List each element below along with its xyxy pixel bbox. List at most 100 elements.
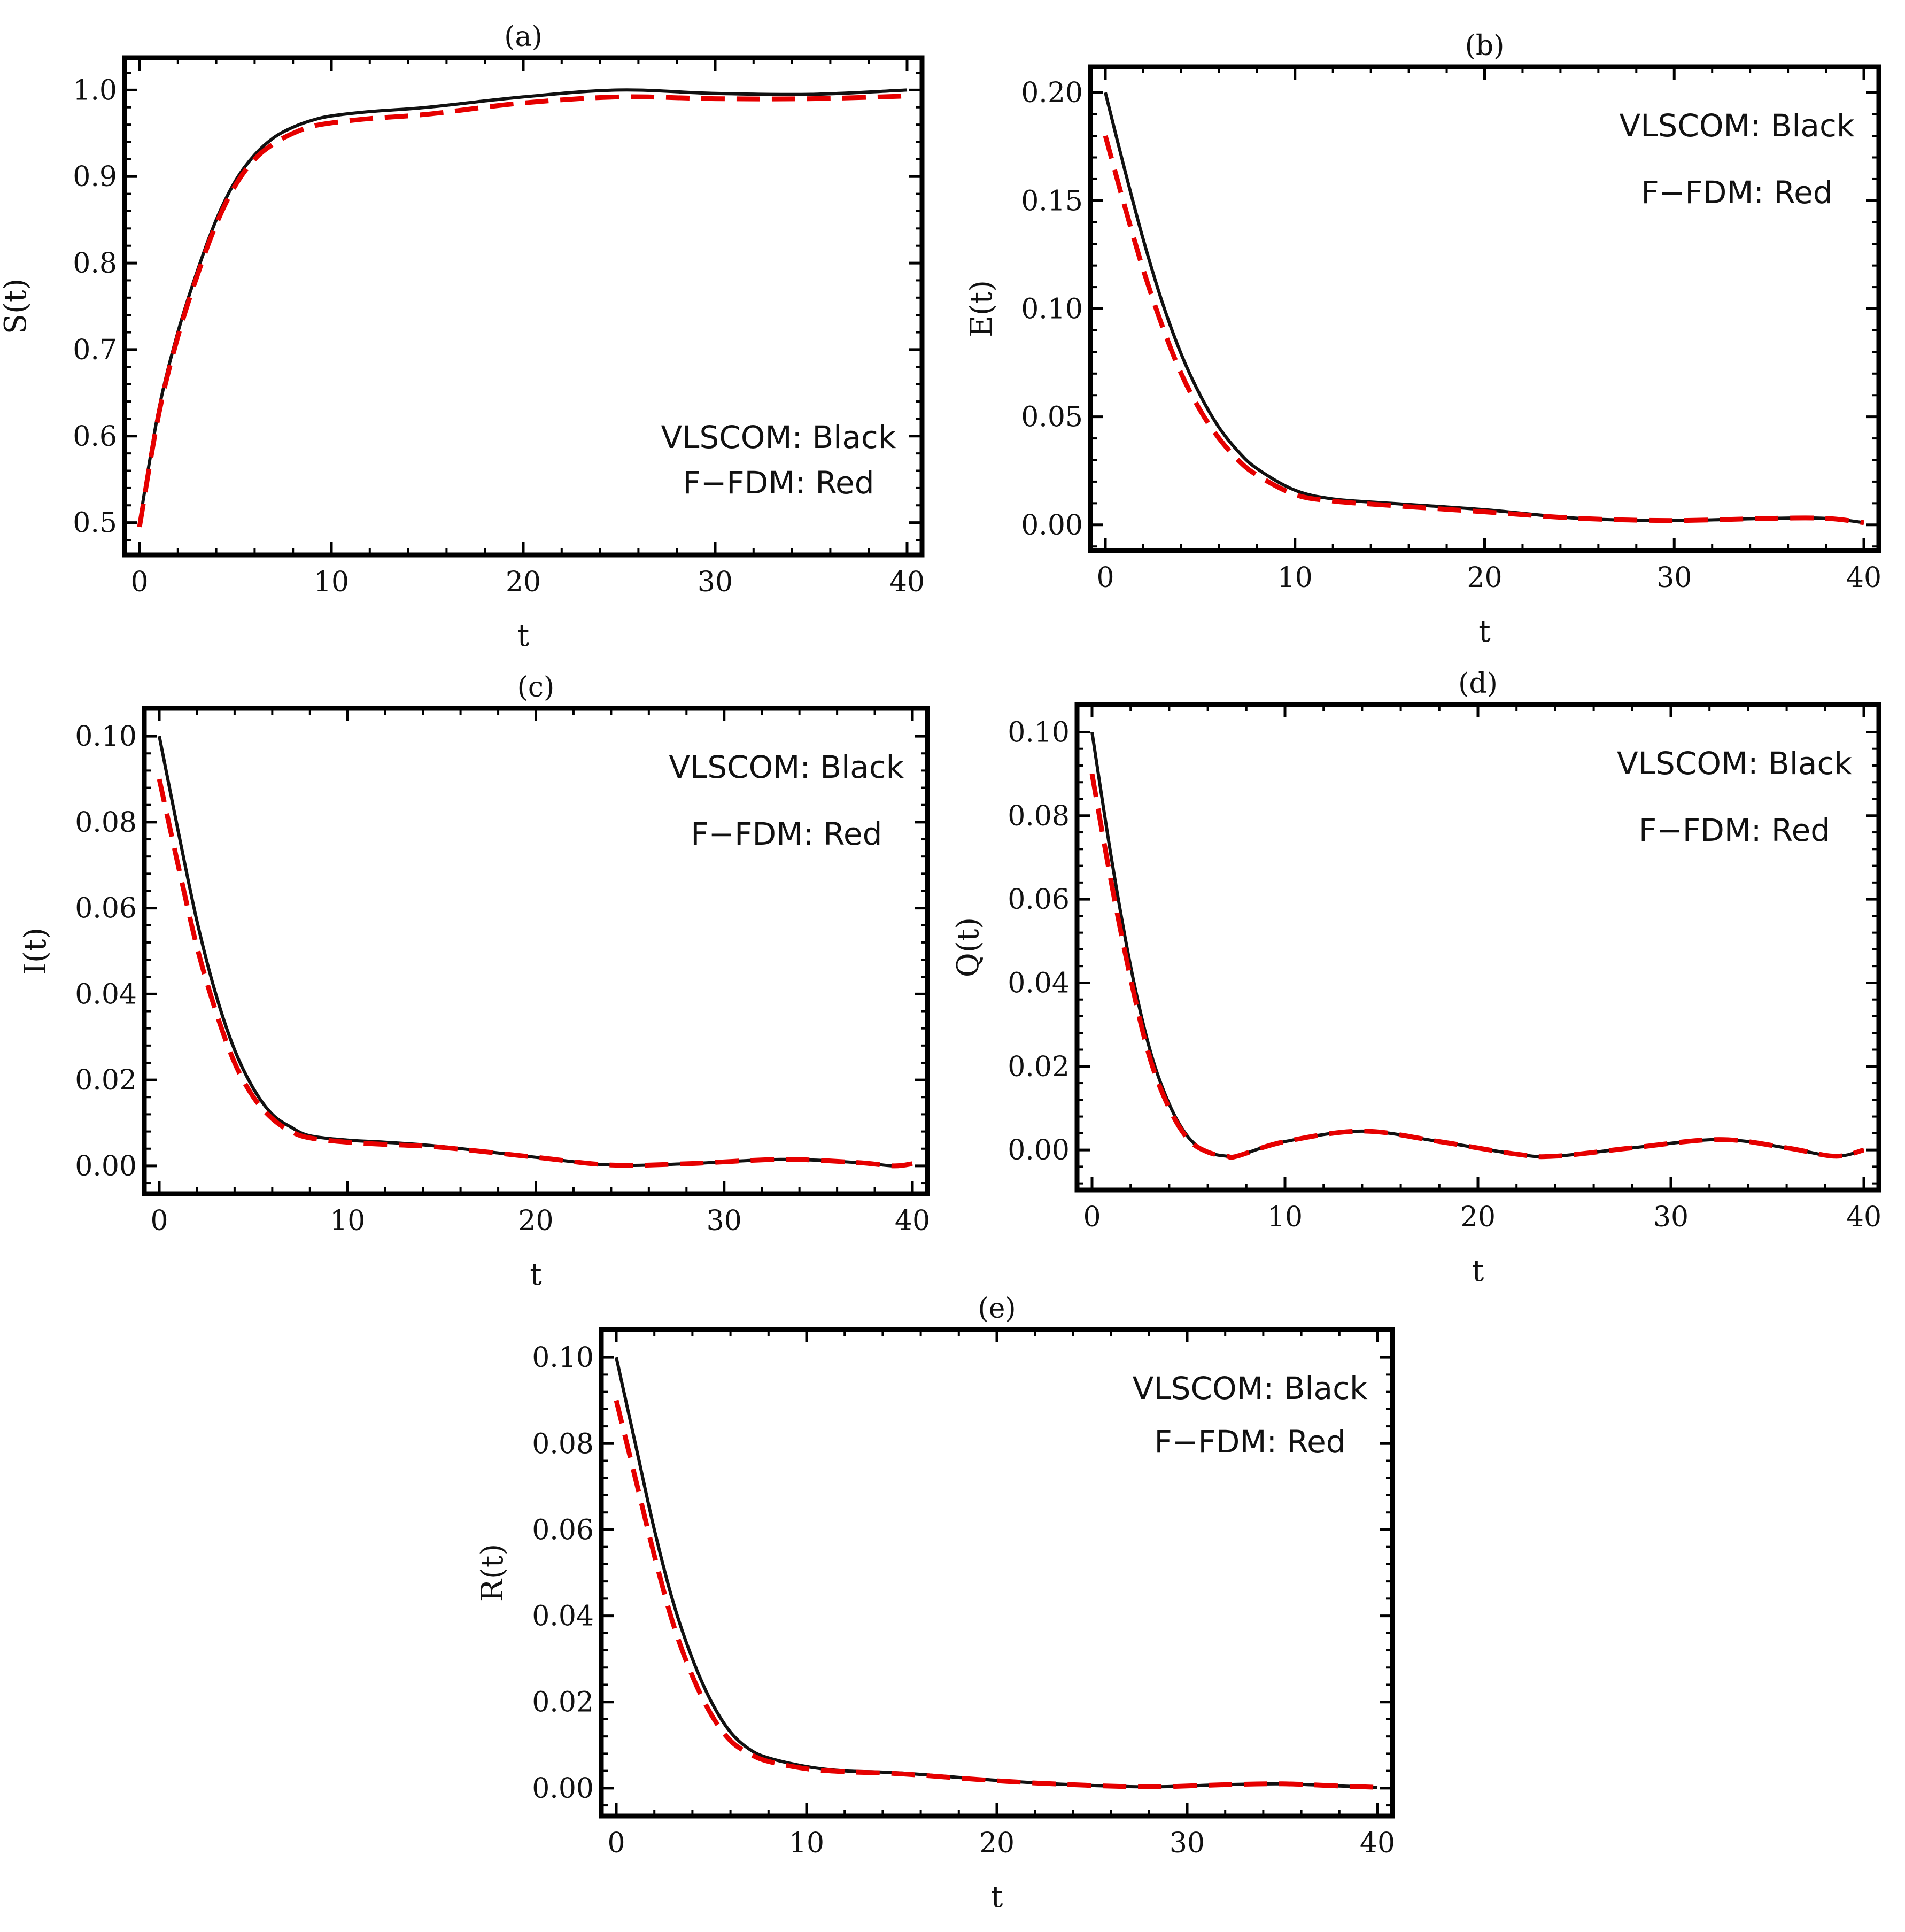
y-tick-label: 0.00 (532, 1773, 594, 1805)
y-tick-label: 0.06 (75, 893, 137, 925)
y-tick-label: 1.0 (73, 74, 117, 106)
x-tick-label: 10 (330, 1205, 365, 1237)
legend-entry-black: VLSCOM: Black (1617, 745, 1852, 782)
x-tick-label: 0 (130, 566, 148, 598)
series-line-f-fdm (614, 1400, 1378, 1790)
x-tick-label: 30 (698, 566, 733, 598)
series-line-vlscom (1104, 92, 1864, 524)
x-tick-label: 20 (979, 1827, 1015, 1859)
panel-title: (b) (1465, 30, 1505, 62)
legend-entry-black: VLSCOM: Black (1620, 107, 1855, 144)
y-tick-label: 0.06 (532, 1514, 594, 1546)
y-tick-label: 0.04 (532, 1601, 594, 1633)
legend-entry-red: F−FDM: Red (1641, 174, 1832, 211)
panel-e: (e) 0 10 20 30 40 0.00 0.02 0.04 0.06 0.08 0.10 t R(t… (475, 1293, 1395, 1914)
x-axis-label: t (1472, 1254, 1484, 1288)
x-axis-label: t (1478, 614, 1491, 649)
x-tick-label: 40 (889, 566, 925, 598)
x-tick-label: 10 (314, 566, 349, 598)
x-tick-label: 20 (506, 566, 541, 598)
y-tick-label: 0.02 (75, 1064, 137, 1096)
legend-entry-black: VLSCOM: Black (661, 419, 896, 455)
series-line-f-fdm (1089, 773, 1865, 1160)
y-tick-label: 0.15 (1021, 185, 1083, 217)
legend-entry-red: F−FDM: Red (1154, 1424, 1345, 1460)
x-tick-label: 20 (1467, 562, 1502, 594)
legend-entry-red: F−FDM: Red (1639, 812, 1830, 848)
series-line-f-fdm (137, 94, 908, 528)
y-tick-label: 0.8 (73, 248, 117, 280)
series-group (614, 1357, 1378, 1790)
panel-title: (d) (1458, 668, 1498, 700)
x-tick-label: 40 (1846, 1201, 1881, 1233)
series-line-vlscom (1090, 731, 1864, 1160)
x-tick-label: 30 (1656, 562, 1692, 594)
panel-d: (d) 0 10 20 30 40 0.00 0.02 0.04 0.06 0.08 0.10 t Q(t… (951, 668, 1881, 1288)
x-tick-label: 30 (1170, 1827, 1205, 1859)
y-axis-label: Q(t) (951, 917, 986, 977)
y-tick-label: 0.02 (1008, 1051, 1070, 1083)
x-axis-label: t (530, 1257, 542, 1292)
panel-title: (c) (517, 671, 555, 704)
y-tick-label: 0.00 (1008, 1134, 1070, 1166)
y-tick-label: 0.08 (532, 1428, 594, 1460)
x-tick-label: 30 (1653, 1201, 1689, 1233)
y-axis-label: R(t) (475, 1544, 510, 1602)
y-axis-label: S(t) (0, 279, 33, 335)
y-tick-label: 0.04 (1008, 967, 1070, 999)
series-line-vlscom (158, 736, 913, 1168)
y-tick-label: 0.06 (1008, 884, 1070, 916)
y-tick-label: 0.6 (73, 421, 117, 453)
y-tick-label: 0.00 (75, 1150, 137, 1183)
y-tick-label: 0.05 (1021, 401, 1083, 434)
x-tick-label: 0 (1096, 562, 1114, 594)
series-group (1103, 92, 1864, 525)
panel-b: (b) 0 10 20 30 40 0.00 0.05 0.10 0.15 0.20 t E(t) VLS… (964, 30, 1881, 649)
y-tick-label: 0.5 (73, 507, 117, 539)
panel-title: (a) (504, 21, 543, 53)
x-tick-label: 10 (1267, 1201, 1303, 1233)
legend-entry-red: F−FDM: Red (683, 465, 874, 501)
series-line-f-fdm (1103, 135, 1864, 525)
x-tick-label: 0 (150, 1205, 168, 1237)
x-tick-label: 40 (1846, 562, 1881, 594)
series-group (157, 736, 913, 1169)
y-tick-label: 0.08 (1008, 800, 1070, 832)
x-axis-label: t (991, 1880, 1003, 1914)
x-tick-label: 20 (1460, 1201, 1496, 1233)
series-line-vlscom (138, 88, 908, 523)
y-tick-label: 0.10 (1021, 293, 1083, 326)
y-tick-label: 0.00 (1021, 509, 1083, 542)
panel-title: (e) (978, 1293, 1016, 1325)
series-line-vlscom (615, 1357, 1378, 1789)
y-tick-label: 0.10 (1008, 716, 1070, 748)
panel-a: (a) 0 10 20 30 40 0.5 0.6 0.7 0.8 0.9 1.0 t S(t) VLSCO… (0, 21, 925, 653)
legend-entry-red: F−FDM: Red (691, 816, 882, 852)
y-tick-label: 0.9 (73, 161, 117, 193)
x-tick-label: 10 (789, 1827, 824, 1859)
x-tick-label: 0 (607, 1827, 625, 1859)
y-tick-label: 0.02 (532, 1687, 594, 1719)
x-tick-label: 10 (1277, 562, 1313, 594)
x-tick-label: 40 (1360, 1827, 1395, 1859)
x-axis-label: t (517, 619, 530, 653)
x-tick-label: 40 (895, 1205, 930, 1237)
y-tick-label: 0.08 (75, 807, 137, 839)
y-axis-label: I(t) (18, 928, 53, 975)
y-tick-label: 0.7 (73, 334, 117, 366)
x-tick-label: 0 (1083, 1201, 1101, 1233)
y-tick-label: 0.10 (75, 721, 137, 753)
y-tick-label: 0.20 (1021, 77, 1083, 109)
x-tick-label: 30 (707, 1205, 742, 1237)
series-line-f-fdm (157, 778, 913, 1169)
series-group (1089, 731, 1865, 1160)
y-tick-label: 0.04 (75, 978, 137, 1010)
x-tick-label: 20 (518, 1205, 553, 1237)
y-tick-label: 0.10 (532, 1342, 594, 1374)
panel-c: (c) 0 10 20 30 40 0.00 0.02 0.04 0.06 0.08 0.10 t I(t… (18, 671, 930, 1292)
y-axis-label: E(t) (964, 280, 999, 337)
series-group (137, 88, 908, 528)
legend-entry-black: VLSCOM: Black (669, 749, 904, 785)
legend-entry-black: VLSCOM: Black (1133, 1370, 1368, 1407)
